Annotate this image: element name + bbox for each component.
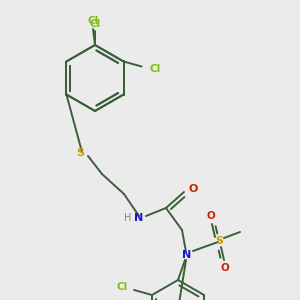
Text: Cl: Cl	[116, 282, 128, 292]
Text: N: N	[134, 213, 144, 223]
Text: Cl: Cl	[87, 16, 99, 26]
Text: H: H	[124, 213, 132, 223]
Text: S: S	[215, 236, 223, 246]
Text: O: O	[220, 263, 230, 273]
Text: N: N	[182, 250, 192, 260]
Text: Cl: Cl	[150, 64, 161, 74]
Text: O: O	[207, 211, 215, 221]
Text: O: O	[188, 184, 198, 194]
Text: S: S	[76, 148, 84, 158]
Text: Cl: Cl	[89, 19, 100, 29]
